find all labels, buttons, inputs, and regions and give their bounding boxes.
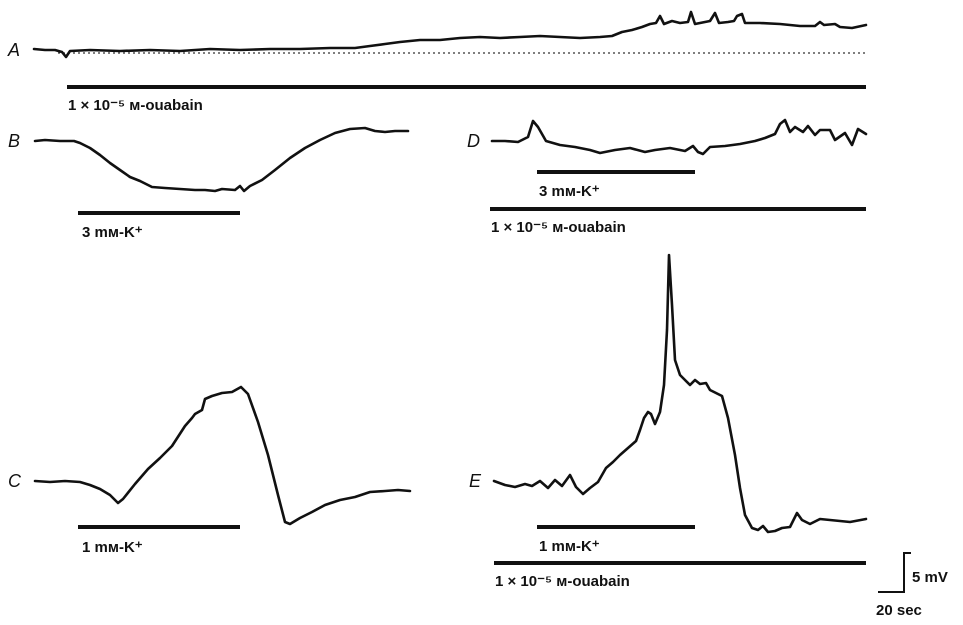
scale-bar-voltage-label: 5 mV bbox=[912, 569, 948, 586]
panel-e-potassium-label: 1 mм-K⁺ bbox=[539, 538, 600, 555]
panel-b: B 3 mм-K⁺ bbox=[8, 126, 410, 241]
panel-b-trace bbox=[33, 126, 410, 193]
panel-d-letter: D bbox=[467, 131, 480, 151]
panel-c-letter: C bbox=[8, 471, 22, 491]
panel-b-letter: B bbox=[8, 131, 20, 151]
panel-d-potassium-label: 3 mм-K⁺ bbox=[539, 183, 600, 200]
panel-e-letter: E bbox=[469, 471, 482, 491]
panel-e: E 1 mм-K⁺ 1 × 10⁻⁵ м-ouabain bbox=[469, 253, 868, 590]
panel-e-trace bbox=[492, 253, 868, 534]
panel-a-ouabain-label: 1 × 10⁻⁵ м-ouabain bbox=[68, 97, 203, 114]
panel-a-letter: A bbox=[7, 40, 20, 60]
scale-bar: 5 mV 20 sec bbox=[876, 552, 948, 619]
panel-b-potassium-label: 3 mм-K⁺ bbox=[82, 224, 143, 241]
panel-e-ouabain-label: 1 × 10⁻⁵ м-ouabain bbox=[495, 573, 630, 590]
panel-c: C 1 mм-K⁺ bbox=[8, 385, 412, 556]
panel-a: A 1 × 10⁻⁵ м-ouabain bbox=[7, 10, 868, 114]
panel-c-trace bbox=[33, 385, 412, 526]
panel-d-ouabain-label: 1 × 10⁻⁵ м-ouabain bbox=[491, 219, 626, 236]
panel-c-potassium-label: 1 mм-K⁺ bbox=[82, 539, 143, 556]
scale-bar-lines bbox=[878, 552, 911, 593]
panel-a-trace bbox=[32, 10, 868, 59]
panel-d: D 3 mм-K⁺ 1 × 10⁻⁵ м-ouabain bbox=[467, 118, 868, 236]
scale-bar-time-label: 20 sec bbox=[876, 602, 922, 619]
panel-d-trace bbox=[490, 118, 868, 156]
